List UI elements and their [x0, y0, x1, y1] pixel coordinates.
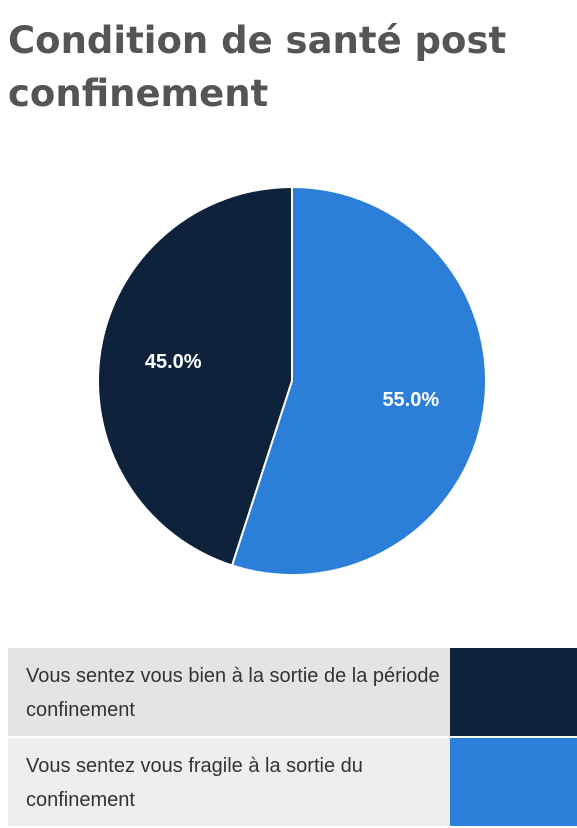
legend-swatch: [450, 648, 577, 736]
legend-label: Vous sentez vous bien à la sortie de la …: [8, 648, 450, 736]
pie-data-label: 45.0%: [145, 351, 202, 373]
pie-data-labels: 45.0% 55.0%: [145, 351, 440, 411]
pie-data-label: 55.0%: [382, 389, 439, 411]
legend: Vous sentez vous bien à la sortie de la …: [8, 648, 577, 828]
pie-slice: [231, 186, 487, 576]
legend-item: Vous sentez vous bien à la sortie de la …: [8, 648, 577, 736]
legend-item: Vous sentez vous fragile à la sortie du …: [8, 738, 577, 826]
legend-swatch: [450, 738, 577, 826]
legend-label: Vous sentez vous fragile à la sortie du …: [8, 738, 450, 826]
pie-slice: [97, 186, 293, 567]
pie-chart: 45.0% 55.0%: [97, 186, 487, 576]
pie-slices: [97, 186, 487, 576]
chart-title: Condition de santé post confinement: [8, 19, 507, 115]
